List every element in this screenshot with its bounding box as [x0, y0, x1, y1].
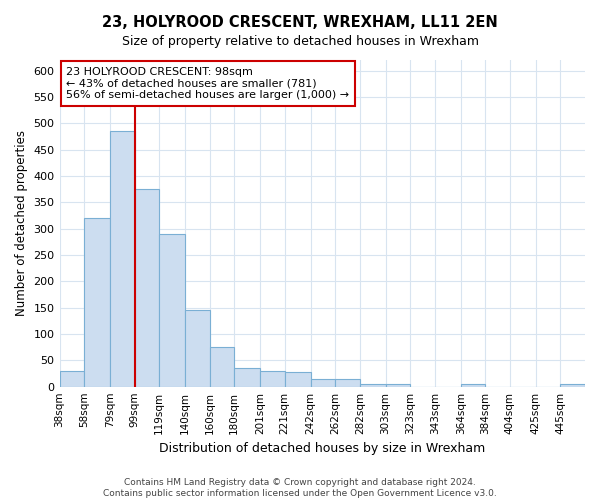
Text: 23, HOLYROOD CRESCENT, WREXHAM, LL11 2EN: 23, HOLYROOD CRESCENT, WREXHAM, LL11 2EN — [102, 15, 498, 30]
Bar — [260, 371, 285, 386]
Bar — [209, 347, 234, 387]
Y-axis label: Number of detached properties: Number of detached properties — [15, 130, 28, 316]
Bar — [234, 368, 260, 386]
Bar — [185, 310, 209, 386]
Bar — [311, 379, 335, 386]
Bar — [360, 384, 386, 386]
Text: 23 HOLYROOD CRESCENT: 98sqm
← 43% of detached houses are smaller (781)
56% of se: 23 HOLYROOD CRESCENT: 98sqm ← 43% of det… — [67, 67, 350, 100]
X-axis label: Distribution of detached houses by size in Wrexham: Distribution of detached houses by size … — [159, 442, 485, 455]
Bar — [84, 218, 110, 386]
Text: Size of property relative to detached houses in Wrexham: Size of property relative to detached ho… — [121, 35, 479, 48]
Bar — [335, 379, 360, 386]
Text: Contains HM Land Registry data © Crown copyright and database right 2024.
Contai: Contains HM Land Registry data © Crown c… — [103, 478, 497, 498]
Bar — [110, 131, 134, 386]
Bar — [386, 384, 410, 386]
Bar — [285, 372, 311, 386]
Bar — [560, 384, 585, 386]
Bar — [134, 189, 159, 386]
Bar — [159, 234, 185, 386]
Bar — [59, 371, 84, 386]
Bar — [461, 384, 485, 386]
